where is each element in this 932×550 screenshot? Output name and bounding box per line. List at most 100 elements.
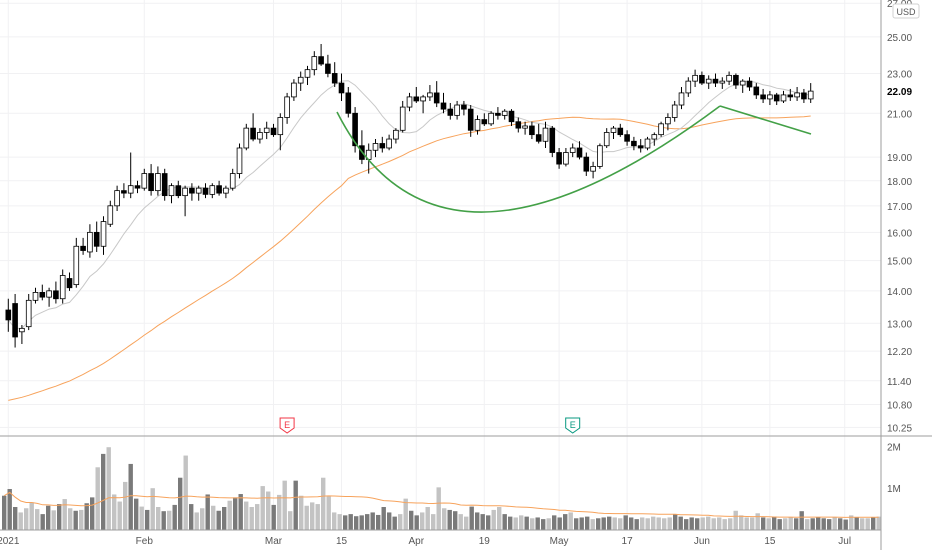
volume-bar (387, 512, 392, 530)
volume-bar (634, 519, 639, 530)
candle-body (66, 278, 73, 289)
volume-bar (623, 515, 628, 530)
volume-bar (524, 516, 529, 530)
volume-bar (293, 480, 298, 530)
volume-bar (519, 515, 524, 530)
candle-body (495, 112, 501, 116)
candle-body (658, 123, 664, 136)
candle-body (644, 138, 651, 149)
candle-body (32, 292, 39, 301)
x-tick-label: Feb (136, 536, 154, 547)
candle-body (338, 82, 345, 94)
candle-body (325, 63, 331, 74)
candle-body (257, 132, 263, 140)
candle-body (318, 56, 324, 65)
candle-body (25, 299, 32, 328)
volume-bar (403, 498, 408, 530)
candle-body (767, 94, 773, 100)
candle-body (515, 121, 522, 129)
volume-bar (810, 518, 815, 530)
candle-body (637, 145, 644, 149)
volume-bar (530, 518, 535, 530)
x-tick-label: Apr (409, 536, 425, 547)
volume-bar (535, 517, 540, 530)
volume-tick-label: 1M (887, 484, 901, 495)
volume-bar (194, 512, 199, 530)
candle-body (733, 74, 739, 86)
y-tick-label: 23.00 (887, 69, 912, 80)
volume-bar (266, 491, 271, 530)
volume-bar (645, 518, 650, 530)
volume-bar (453, 511, 458, 530)
volume-bar (425, 507, 430, 530)
volume-bar (18, 512, 23, 530)
volume-bar (794, 518, 799, 530)
candle-body (155, 173, 161, 192)
volume-bar (112, 494, 117, 530)
volume-bar (700, 517, 705, 530)
volume-bar (799, 511, 804, 530)
candle-body (189, 187, 195, 194)
earnings-marker-label: E (570, 420, 576, 430)
y-tick-label: 10.80 (887, 400, 912, 411)
candle-body (671, 104, 678, 118)
volume-bar (854, 517, 859, 530)
moving-average-10 (7, 80, 811, 329)
last-price-label: 22.09 (887, 87, 912, 98)
candle-body (760, 94, 766, 100)
volume-bar (106, 447, 111, 530)
candlesticks (5, 43, 814, 348)
volume-bar (651, 516, 656, 530)
volume-bar (596, 518, 601, 530)
volume-bar (788, 517, 793, 530)
volume-bar (876, 516, 881, 530)
volume-bar (684, 519, 689, 530)
candle-body (345, 92, 352, 114)
volume-bar (359, 515, 364, 530)
volume-bar (398, 514, 403, 530)
y-tick-label: 13.00 (887, 319, 912, 330)
volume-bar (211, 505, 216, 530)
volume-bar (95, 467, 100, 530)
volume-bar (150, 488, 155, 530)
candle-body (229, 173, 236, 189)
volume-bar (277, 494, 282, 530)
candle-body (393, 129, 399, 140)
candle-body (5, 309, 12, 321)
volume-bar (662, 518, 667, 530)
candle-body (753, 86, 760, 96)
volume-bar (761, 517, 766, 530)
volume-bar (629, 517, 634, 530)
volume-bar (200, 508, 205, 530)
candle-body (488, 112, 494, 125)
candle-body (801, 92, 807, 100)
candle-body (121, 190, 127, 194)
candle-body (780, 94, 787, 102)
x-tick-label: May (550, 536, 569, 547)
volume-bar (612, 517, 617, 530)
currency-label: USD (896, 7, 916, 17)
volume-bar (161, 511, 166, 530)
candle-body (739, 80, 746, 86)
candle-body (73, 245, 80, 286)
volume-bar (73, 510, 78, 530)
volume-bar (486, 515, 491, 530)
volume-bar (7, 489, 12, 530)
candle-body (39, 292, 46, 298)
volume-bar (673, 514, 678, 530)
volume-bar (123, 481, 128, 530)
volume-bar (24, 508, 29, 530)
volume-bar (601, 517, 606, 530)
candle-body (80, 245, 86, 251)
volume-bar (288, 511, 293, 530)
candle-body (291, 82, 297, 98)
candle-body (433, 92, 440, 104)
candle-body (114, 190, 120, 207)
candle-body (712, 78, 719, 84)
candle-body (807, 90, 814, 100)
candle-body (610, 127, 617, 133)
volume-bar (755, 513, 760, 530)
volume-bar (497, 507, 502, 530)
x-tick-label: 15 (764, 536, 776, 547)
volume-bar (304, 505, 309, 530)
